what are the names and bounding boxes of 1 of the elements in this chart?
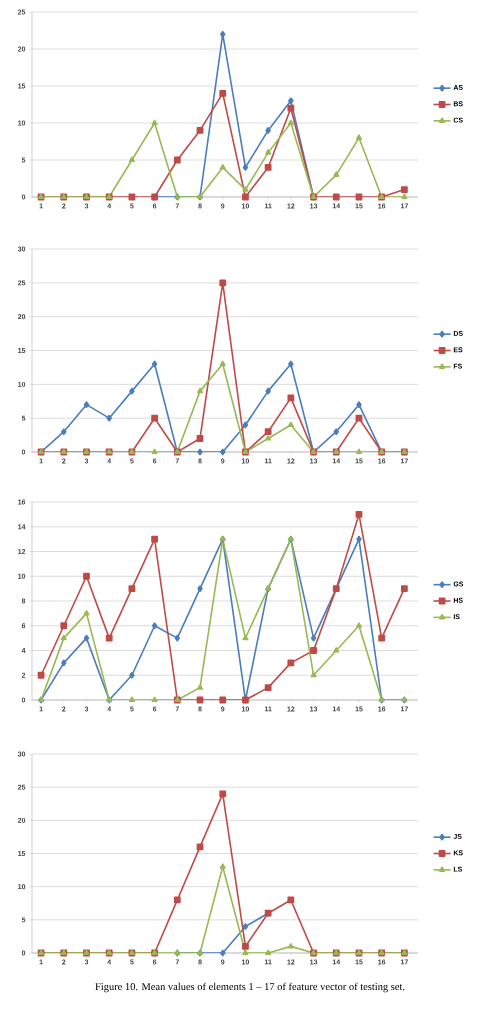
caption: Figure 10. Mean values of elements 1 – 17 of feature vector of testing set. <box>95 982 405 993</box>
